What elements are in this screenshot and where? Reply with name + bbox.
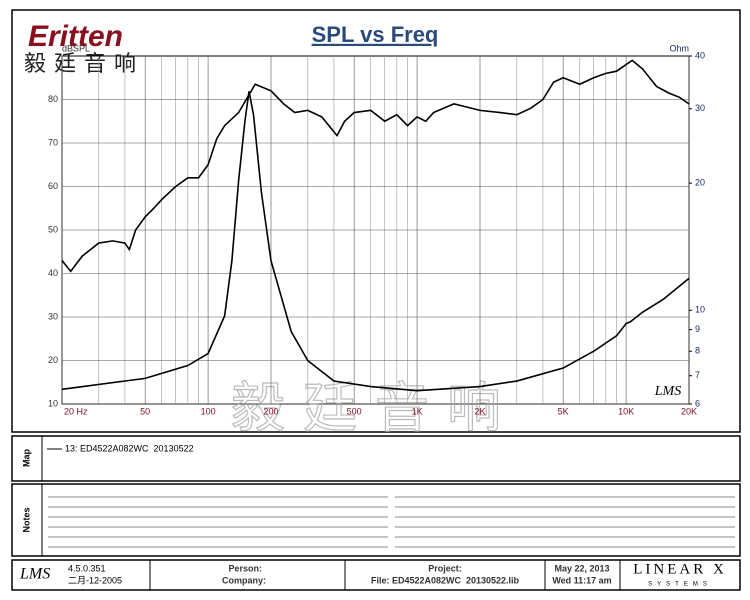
- note-lines: [48, 496, 735, 548]
- footer: [11, 559, 741, 591]
- y-tick-label: 10: [48, 398, 58, 408]
- y-tick-label: 40: [48, 268, 58, 278]
- logo: Eritten: [28, 20, 123, 53]
- x-tick-label: 50: [140, 406, 150, 416]
- map-label: Map: [21, 448, 31, 467]
- x-tick-label: 20K: [681, 406, 697, 416]
- date: May 22, 2013: [554, 563, 609, 573]
- file: File: ED4522A082WC 20130522.lib: [371, 575, 520, 585]
- y2-tick-label: 9: [695, 324, 700, 334]
- notes-label: Notes: [21, 507, 31, 532]
- y-tick-label: 80: [48, 94, 58, 104]
- y2-tick-label: 7: [695, 370, 700, 380]
- company: Company:: [222, 575, 266, 585]
- x-tick-label: 500: [347, 406, 362, 416]
- y2-tick-label: 6: [695, 398, 700, 408]
- person: Person:: [228, 563, 262, 573]
- y2-tick-label: 8: [695, 346, 700, 356]
- y-tick-label: 50: [48, 224, 58, 234]
- y-tick-label: 70: [48, 137, 58, 147]
- footer-logo: LMS: [19, 566, 50, 583]
- x-tick-label: 5K: [558, 406, 569, 416]
- time: Wed 11:17 am: [552, 575, 611, 585]
- grid: [61, 56, 690, 405]
- x-tick-label: 100: [201, 406, 216, 416]
- y-tick-label: 20: [48, 355, 58, 365]
- x-tick-label: 200: [263, 406, 278, 416]
- brand: LINEAR X: [633, 561, 727, 577]
- legend-entry: 13: ED4522A082WC 20130522: [65, 443, 194, 453]
- x-tick-label: 1K: [412, 406, 423, 416]
- y-tick-label: 60: [48, 181, 58, 191]
- x-tick-label: 10K: [618, 406, 634, 416]
- x-tick-label: 2K: [474, 406, 485, 416]
- brand-sub: SYSTEMS: [648, 582, 712, 588]
- y2-tick-label: 10: [695, 305, 705, 315]
- chart-title: SPL vs Freq: [312, 22, 439, 47]
- y2-tick-label: 20: [695, 178, 705, 188]
- notes-panel: [11, 483, 741, 557]
- y2-tick-label: 40: [695, 50, 705, 60]
- y-tick-label: 30: [48, 311, 58, 321]
- lms-badge: LMS: [654, 384, 681, 399]
- y2-axis-label: Ohm: [669, 43, 689, 53]
- x-tick-label: 20 Hz: [64, 406, 88, 416]
- build-date: 二月-12-2005: [68, 575, 122, 585]
- chart-panel: [11, 9, 741, 433]
- curve: [61, 91, 690, 392]
- logo-cn: 毅廷音响: [24, 51, 144, 76]
- version: 4.5.0.351: [68, 563, 106, 573]
- y-axis-label: dBSPL: [62, 43, 90, 53]
- y2-tick-label: 30: [695, 103, 705, 113]
- map-panel: [11, 435, 741, 482]
- curve: [61, 59, 690, 273]
- project: Project:: [428, 563, 462, 573]
